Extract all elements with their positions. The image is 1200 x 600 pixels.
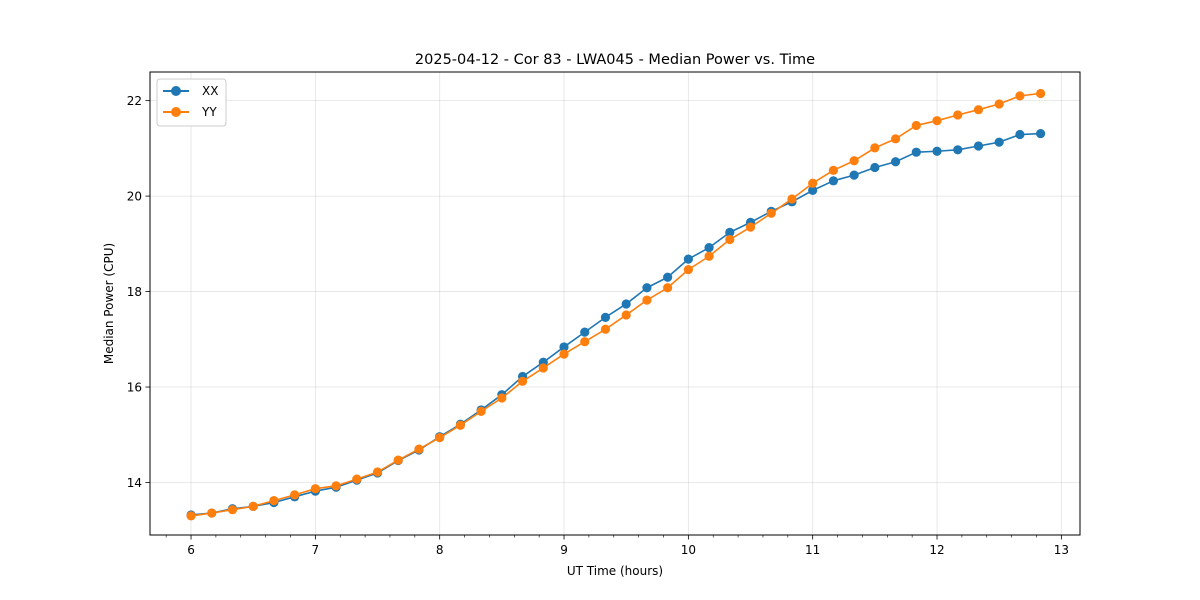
data-point-yy — [269, 496, 279, 506]
legend-marker-yy — [171, 107, 181, 117]
y-tick-label: 18 — [127, 285, 142, 299]
x-tick-label: 9 — [560, 543, 568, 557]
x-axis-label: UT Time (hours) — [567, 564, 663, 578]
x-tick-label: 11 — [805, 543, 820, 557]
data-point-xx — [973, 141, 984, 151]
data-point-yy — [497, 393, 507, 403]
data-point-yy — [476, 406, 486, 416]
x-tick-label: 6 — [187, 543, 195, 557]
x-tick-label: 10 — [681, 543, 696, 557]
data-point-yy — [372, 467, 383, 477]
data-point-yy — [621, 310, 631, 320]
data-point-yy — [435, 433, 445, 443]
data-point-yy — [745, 222, 756, 232]
legend-label-yy: YY — [201, 105, 217, 119]
data-point-xx — [849, 170, 859, 180]
data-series — [186, 88, 1046, 521]
data-point-yy — [725, 234, 735, 245]
data-point-xx — [953, 145, 963, 155]
y-tick-label: 14 — [127, 476, 142, 490]
data-point-yy — [290, 490, 300, 500]
data-point-xx — [663, 272, 673, 282]
data-point-xx — [642, 283, 652, 293]
data-point-xx — [580, 327, 590, 337]
data-point-yy — [227, 505, 238, 515]
y-tick-label: 16 — [127, 381, 142, 395]
data-point-yy — [517, 376, 528, 386]
data-point-yy — [849, 156, 859, 166]
data-point-yy — [932, 116, 942, 126]
data-point-yy — [331, 481, 341, 491]
y-tick-label: 22 — [127, 94, 142, 108]
x-axis-ticks: 6 7 8 9 10 11 12 13 — [165, 535, 1069, 557]
data-point-yy — [559, 349, 569, 359]
data-point-yy — [870, 143, 880, 153]
data-point-xx — [911, 147, 921, 157]
series-yy — [186, 88, 1046, 521]
y-axis-ticks: 14 16 18 20 22 — [127, 94, 150, 490]
data-point-xx — [890, 157, 901, 167]
data-point-yy — [1015, 91, 1025, 101]
data-point-yy — [808, 178, 818, 188]
data-point-yy — [663, 283, 673, 293]
data-point-yy — [911, 120, 921, 131]
data-point-yy — [642, 295, 652, 305]
data-point-yy — [704, 251, 714, 261]
data-point-yy — [414, 444, 424, 454]
data-point-yy — [352, 474, 362, 484]
data-point-yy — [683, 265, 693, 275]
data-point-yy — [953, 110, 963, 120]
data-point-yy — [1036, 88, 1046, 99]
plot-frame — [149, 71, 1081, 536]
data-point-yy — [600, 324, 611, 334]
data-point-yy — [994, 99, 1004, 109]
data-point-xx — [1015, 129, 1025, 140]
y-tick-label: 20 — [127, 190, 142, 204]
data-point-xx — [932, 146, 942, 156]
data-point-yy — [890, 134, 901, 144]
data-point-xx — [1036, 128, 1046, 139]
data-point-xx — [704, 243, 714, 253]
data-point-yy — [186, 511, 196, 521]
legend: XX YY — [156, 78, 227, 127]
data-point-yy — [787, 194, 797, 204]
data-point-xx — [683, 254, 693, 264]
x-tick-label: 13 — [1054, 543, 1069, 557]
data-point-xx — [828, 176, 839, 186]
chart-title: 2025-04-12 - Cor 83 - LWA045 - Median Po… — [415, 52, 815, 68]
data-point-yy — [828, 165, 839, 175]
legend-marker-xx — [171, 86, 181, 96]
grid — [150, 72, 1080, 535]
data-point-yy — [248, 501, 258, 511]
data-point-xx — [559, 342, 569, 352]
data-point-xx — [808, 185, 818, 195]
data-point-yy — [538, 363, 548, 373]
data-point-xx — [870, 162, 880, 173]
x-tick-label: 8 — [436, 543, 444, 557]
x-tick-label: 12 — [929, 543, 944, 557]
data-point-yy — [455, 420, 466, 430]
data-point-yy — [310, 484, 320, 494]
data-point-xx — [994, 137, 1004, 147]
data-point-yy — [973, 105, 984, 115]
data-point-xx — [725, 227, 735, 237]
data-point-yy — [766, 208, 776, 218]
x-tick-label: 7 — [312, 543, 320, 557]
data-point-yy — [580, 337, 590, 347]
data-point-yy — [207, 508, 217, 518]
legend-label-xx: XX — [202, 84, 218, 98]
y-axis-label: Median Power (CPU) — [102, 243, 116, 364]
data-point-xx — [600, 312, 611, 322]
data-point-xx — [621, 299, 631, 309]
data-point-yy — [393, 455, 403, 465]
